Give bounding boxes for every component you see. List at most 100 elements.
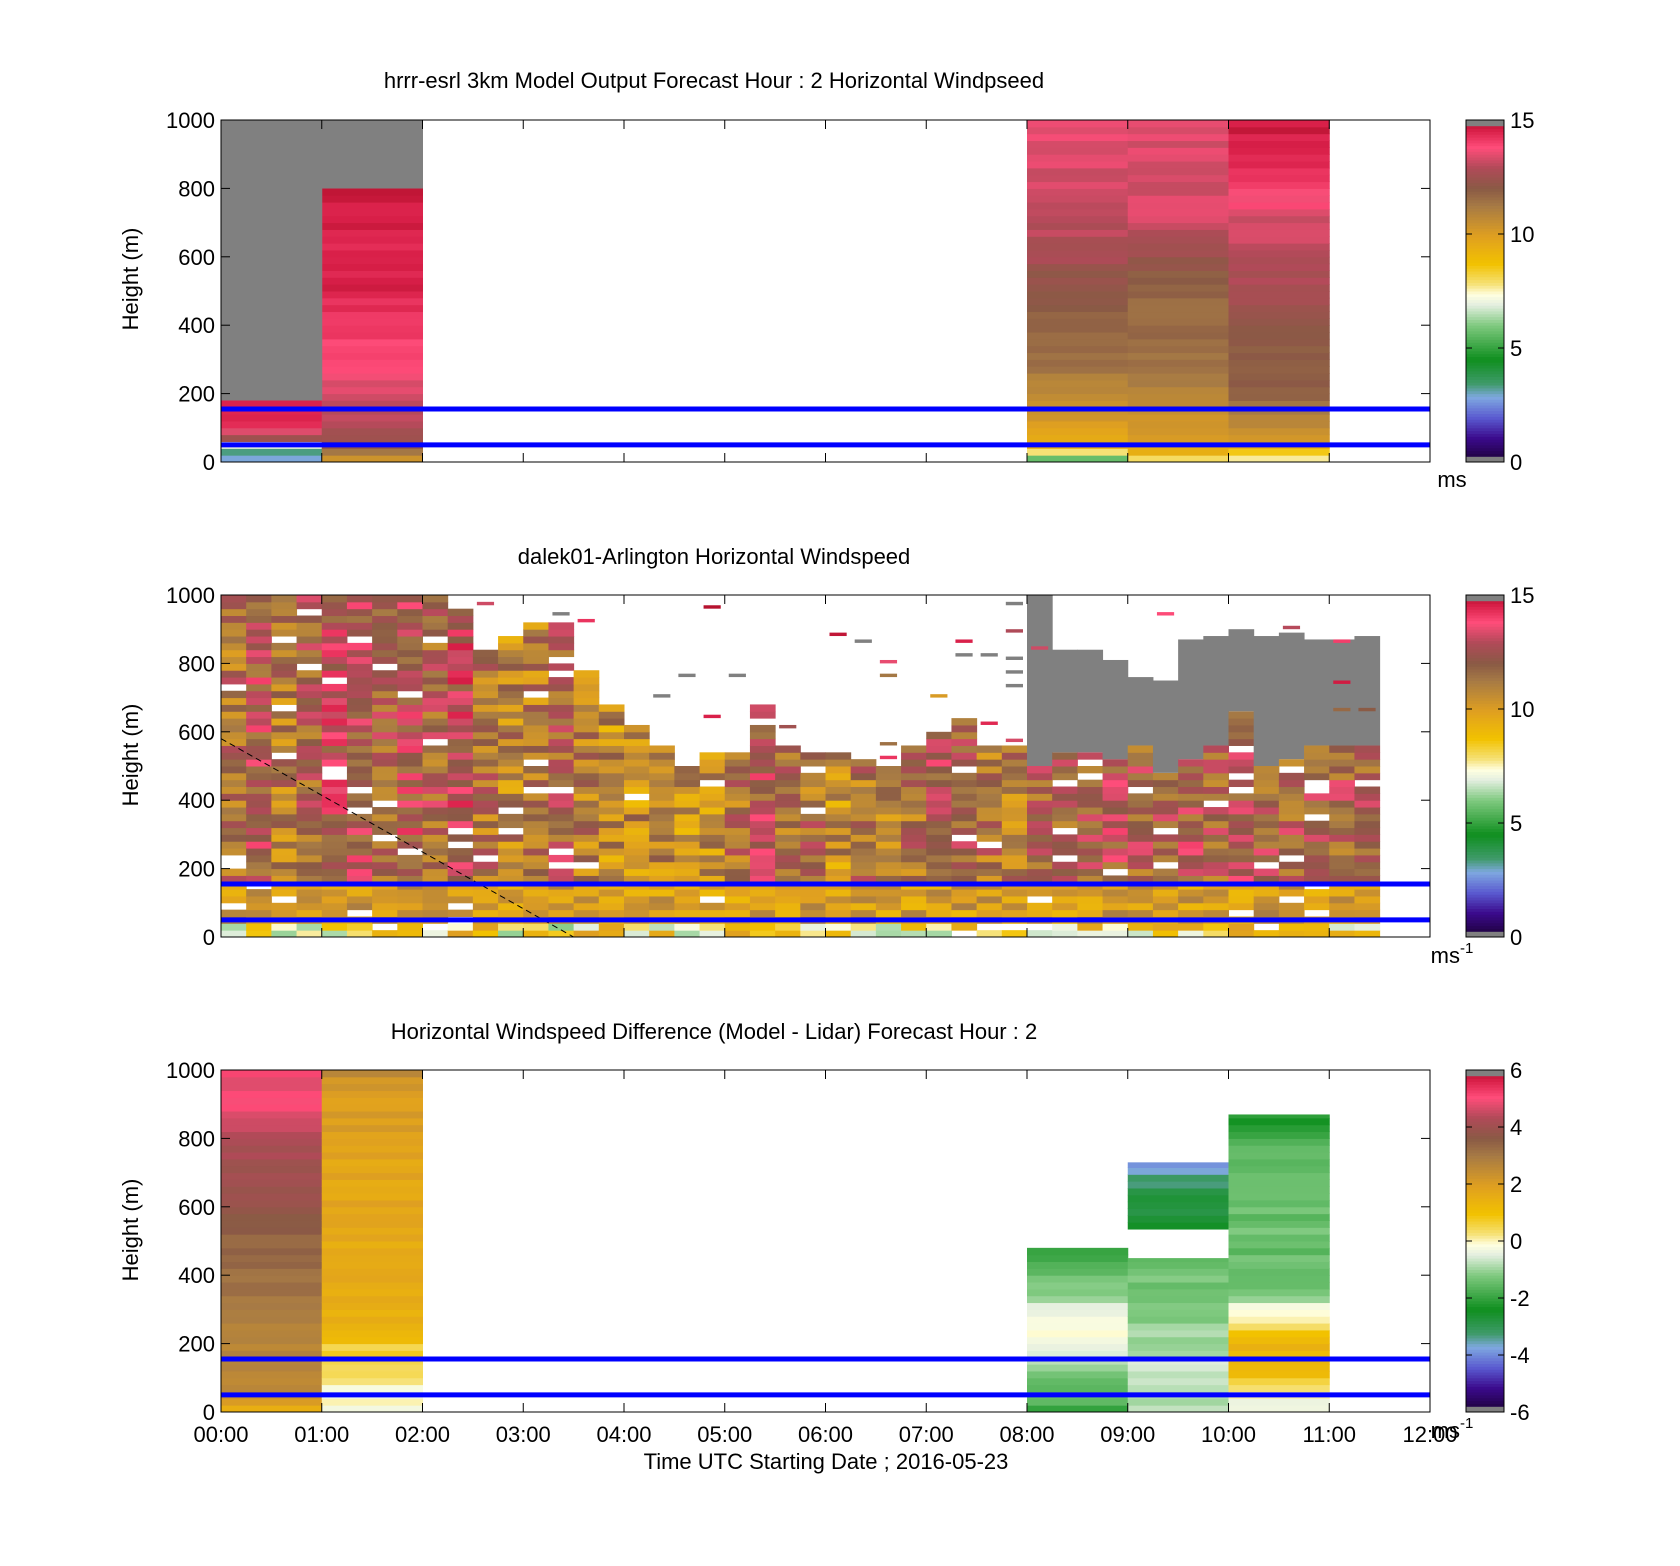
heatmap-cell [901,793,927,801]
colorbar-segment [1466,447,1504,452]
heatmap-cell [498,690,524,699]
heatmap-cell [699,868,726,876]
heatmap-cell [447,622,474,630]
heatmap-cell [321,1117,423,1126]
heatmap-cell [246,595,272,603]
heatmap-cell [447,731,474,740]
heatmap-cell [221,629,247,637]
heatmap-cell [1228,1158,1330,1167]
heatmap-cell [1228,854,1255,863]
heatmap-cell [523,807,549,815]
heatmap-cell [879,659,898,664]
heatmap-cell [1354,766,1381,774]
heatmap-cell [1178,854,1204,863]
heatmap-cell [397,854,423,863]
heatmap-cell [246,759,272,767]
heatmap-cell [1001,902,1028,911]
heatmap-cell [271,738,298,746]
heatmap-cell [1257,714,1275,719]
heatmap-cell [321,615,348,623]
heatmap-cell [1052,902,1078,911]
heatmap-cell [1228,875,1255,883]
heatmap-cell [724,766,751,774]
heatmap-cell [1304,868,1330,876]
heatmap-cell [624,800,650,808]
heatmap-cell [1304,834,1330,842]
heatmap-cell [246,923,272,931]
heatmap-cell [221,1070,323,1078]
heatmap-cell [221,1316,323,1324]
heatmap-cell [1127,174,1229,183]
heatmap-cell [321,427,423,436]
heatmap-cell [699,923,726,931]
heatmap-cell [296,629,323,637]
heatmap-cell [397,923,423,931]
heatmap-cell [976,813,1003,822]
heatmap-cell [271,793,298,801]
heatmap-cell [221,1097,323,1105]
heatmap-cell [1052,752,1078,760]
heatmap-cell [901,759,927,767]
heatmap-cell [296,718,323,726]
heatmap-cell [397,861,423,870]
heatmap-cell [321,848,348,856]
heatmap-cell [1001,779,1028,788]
heatmap-cell [1228,400,1330,408]
heatmap-cell [749,895,776,904]
heatmap-cell [321,1131,423,1139]
heatmap-cell [1354,861,1381,870]
heatmap-cell [1203,779,1229,788]
heatmap-cell [498,759,524,767]
heatmap-cell [775,895,801,904]
heatmap-cell [1102,813,1129,822]
heatmap-cell [649,745,675,753]
heatmap-cell [1228,1227,1330,1235]
heatmap-cell [246,697,272,705]
heatmap-cell [1329,909,1355,917]
heatmap-cell [1228,923,1255,931]
heatmap-cell [221,1268,323,1276]
heatmap-cell [422,670,449,678]
heatmap-cell [1152,772,1179,781]
heatmap-cell [447,779,474,788]
heatmap-cell [246,690,272,699]
heatmap-cell [850,861,877,870]
heatmap-cell [221,677,247,685]
heatmap-cell [573,677,600,685]
heatmap-cell [1052,793,1078,801]
heatmap-cell [472,875,499,883]
heatmap-cell [1329,848,1355,856]
heatmap-cell [875,923,902,931]
colorbar-segment [1466,1246,1504,1251]
colorbar-segment [1466,365,1504,369]
heatmap-cell [573,779,600,788]
heatmap-cell [422,704,449,712]
heatmap-cell [1027,1261,1129,1269]
heatmap-cell [775,854,801,863]
heatmap-cell [1127,909,1154,917]
heatmap-cell [1027,263,1129,271]
heatmap-cell [397,834,423,842]
heatmap-cell [749,779,776,788]
heatmap-cell [321,1247,423,1256]
heatmap-cell [1052,786,1078,794]
heatmap-cell [1228,1213,1330,1221]
heatmap-cell [422,793,449,801]
y-tick-label: 600 [178,720,215,745]
heatmap-cell [1228,229,1330,237]
heatmap-cell [523,683,549,692]
heatmap-cell [246,827,272,835]
heatmap-cell [1228,277,1330,285]
colorbar-segment [1466,805,1504,810]
heatmap-cell [1304,772,1330,781]
heatmap-cell [775,779,801,788]
heatmap-cell [1027,854,1053,863]
heatmap-cell [296,738,323,746]
heatmap-cell [271,724,298,733]
heatmap-cell [1027,820,1053,829]
heatmap-cell [951,813,978,822]
heatmap-cell [1354,745,1381,753]
heatmap-cell [598,759,625,767]
heatmap-cell [850,772,877,781]
heatmap-cell [472,752,499,760]
